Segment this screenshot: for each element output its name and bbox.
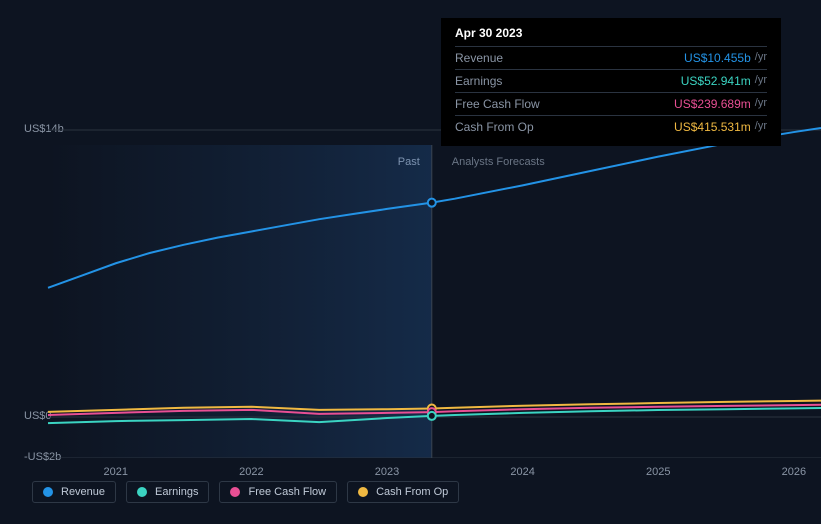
legend-label: Earnings [155,486,198,498]
x-tick-label: 2024 [510,466,534,478]
legend-swatch [230,487,240,497]
legend-swatch [358,487,368,497]
tooltip-value: US$10.455b [684,51,751,65]
x-tick-label: 2022 [239,466,263,478]
tooltip-label: Free Cash Flow [455,97,674,111]
tooltip-value: US$415.531m [674,120,751,134]
tooltip-row-fcf: Free Cash Flow US$239.689m /yr [455,92,767,115]
tooltip-label: Earnings [455,74,681,88]
tooltip-row-earnings: Earnings US$52.941m /yr [455,69,767,92]
tooltip-unit: /yr [755,120,767,134]
x-tick-label: 2023 [375,466,399,478]
legend-item-revenue[interactable]: Revenue [32,481,116,503]
legend: Revenue Earnings Free Cash Flow Cash Fro… [32,481,459,503]
legend-swatch [137,487,147,497]
tooltip: Apr 30 2023 Revenue US$10.455b /yr Earni… [441,18,781,146]
chart-container: Apr 30 2023 Revenue US$10.455b /yr Earni… [16,10,805,514]
legend-label: Free Cash Flow [248,486,326,498]
tooltip-unit: /yr [755,74,767,88]
tooltip-unit: /yr [755,51,767,65]
legend-swatch [43,487,53,497]
x-tick-label: 2025 [646,466,670,478]
x-tick-label: 2021 [104,466,128,478]
tooltip-label: Revenue [455,51,684,65]
tooltip-value: US$52.941m [681,74,751,88]
legend-item-earnings[interactable]: Earnings [126,481,209,503]
x-tick-label: 2026 [782,466,806,478]
tooltip-row-revenue: Revenue US$10.455b /yr [455,46,767,69]
tooltip-header: Apr 30 2023 [455,26,767,46]
tooltip-unit: /yr [755,97,767,111]
legend-item-cfo[interactable]: Cash From Op [347,481,459,503]
tooltip-row-cfo: Cash From Op US$415.531m /yr [455,115,767,138]
tooltip-label: Cash From Op [455,120,674,134]
legend-item-fcf[interactable]: Free Cash Flow [219,481,337,503]
legend-label: Revenue [61,486,105,498]
legend-label: Cash From Op [376,486,448,498]
tooltip-value: US$239.689m [674,97,751,111]
